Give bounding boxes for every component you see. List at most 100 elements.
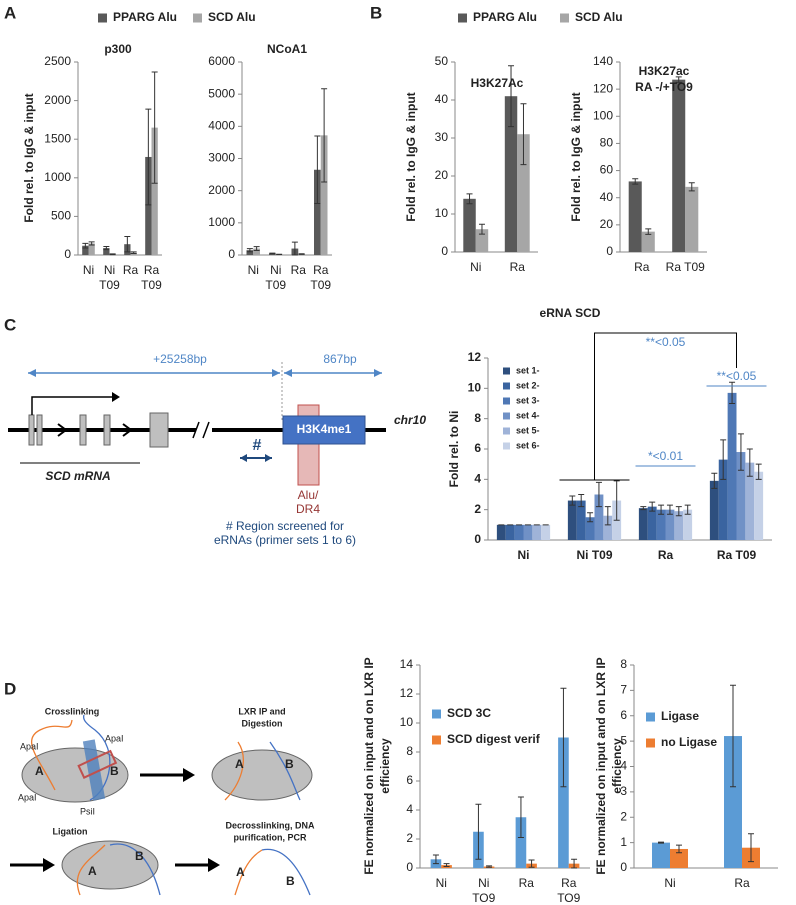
y-tick-label: 8 [474,411,481,425]
y-tick-label: 1 [620,835,627,849]
bar [314,169,321,255]
y-tick-label: 1000 [44,170,71,184]
bar [594,494,604,540]
y-tick-label: 60 [600,163,614,177]
y-axis-label: efficiency [378,738,392,794]
bar [496,524,506,540]
bar [656,509,666,540]
y-tick-label: 3000 [208,151,235,165]
dna [224,741,244,801]
error-bar [443,863,450,868]
error-bar [595,481,602,508]
error-bar [658,841,664,844]
element-label: Alu/ [298,488,319,502]
y-tick-label: 40 [600,190,614,204]
y-tick-label: 6000 [208,54,235,68]
legend-label: Ligase [661,709,699,723]
error-bar [604,506,611,526]
enhancer-label: H3K4me1 [297,422,352,436]
arrowhead [43,858,55,872]
legend-label: no Ligase [661,735,717,749]
y-tick-label: 2000 [44,93,71,107]
x-tick-label: Ra [519,876,535,890]
panel-label: B [370,3,382,22]
error-bar [109,253,116,256]
legend-label: set 2- [516,380,540,390]
distance-label: 867bp [323,352,357,366]
x-tick-label: Ra T09 [717,548,757,562]
y-tick-label: 2000 [208,183,235,197]
bar [652,842,670,868]
complex [61,840,159,890]
step-label: Ligation [53,826,88,836]
error-bar [478,223,485,235]
y-tick-label: 0 [620,860,627,874]
legend-label: SCD Alu [575,10,623,24]
dna [261,848,311,896]
legend-swatch [646,712,655,722]
y-tick-label: 0 [606,244,613,258]
x-tick-label: Ni [83,263,94,277]
y-tick-label: 2500 [44,54,71,68]
exons [28,412,169,448]
bar [647,506,657,540]
bar [253,248,260,255]
legend-label: PPARG Alu [113,10,177,24]
error-bar [748,833,754,863]
bar [628,181,642,252]
bar [585,517,595,540]
y-tick-label: 0 [64,247,71,261]
legend-swatch [432,709,441,719]
error-bar [124,235,131,253]
step-label: Decrosslinking, DNA [225,820,315,830]
arrowhead [112,392,120,402]
bar [145,156,152,255]
element-label: DR4 [296,502,320,516]
chart-title: eRNA SCD [540,306,601,320]
error-bar [578,494,585,508]
step-label: Crosslinking [45,706,100,716]
step-label: Digestion [241,718,282,728]
x-tick-label: Ni [664,876,675,890]
enhancer [282,415,366,445]
legend-label: set 3- [516,395,540,405]
y-tick-label: 14 [400,657,414,671]
y-tick-label: 120 [593,81,613,95]
legend-swatch [503,412,510,420]
bar [103,248,110,255]
chart: 0 1000 2000 3000 4000 5000 6000 Ni Ni T09 Ra Ra T09 N… [208,42,332,292]
x-tick-label: Ni T09 [99,263,120,292]
y-axis-label: Fold rel. to IgG & input [404,92,418,221]
y-axis-label: Fold rel. to Ni [447,411,461,488]
panel-label: C [4,315,16,334]
error-bar [298,253,305,255]
error-bar [486,865,493,868]
y-axis-label: FE normalized on input and on LXR IP [362,657,376,874]
complex [211,749,313,801]
chart-title: H3K27ac [639,64,690,78]
error-bar [314,135,321,205]
error-bar [571,858,578,869]
gene-label: SCD mRNA [45,469,110,483]
legend-swatch [560,13,569,23]
fragment-label: A [88,864,97,878]
arrowhead [208,858,220,872]
error-bar [688,182,695,192]
error-bar [666,504,673,515]
region-note: eRNAs (primer sets 1 to 6) [214,533,356,547]
error-bar [640,506,647,511]
y-tick-label: 3 [620,784,627,798]
arrowhead [240,454,272,462]
panel-label: A [4,3,16,22]
diagram-c: +25258bp 867bp SCD mRNA H3K4me1 chr10 Al… [8,352,426,547]
x-tick-label: Ra [510,260,526,274]
error-bar [520,103,527,166]
y-tick-label: 10 [400,715,414,729]
bracket [559,332,737,481]
error-bar [145,108,152,206]
error-bar [517,796,524,839]
legend-swatch [458,13,467,23]
error-bar [613,480,620,521]
error-bar [632,178,639,185]
diagram-d: Crosslinking ApaI ApaI ApaI PsiI A B LXR… [10,706,315,896]
